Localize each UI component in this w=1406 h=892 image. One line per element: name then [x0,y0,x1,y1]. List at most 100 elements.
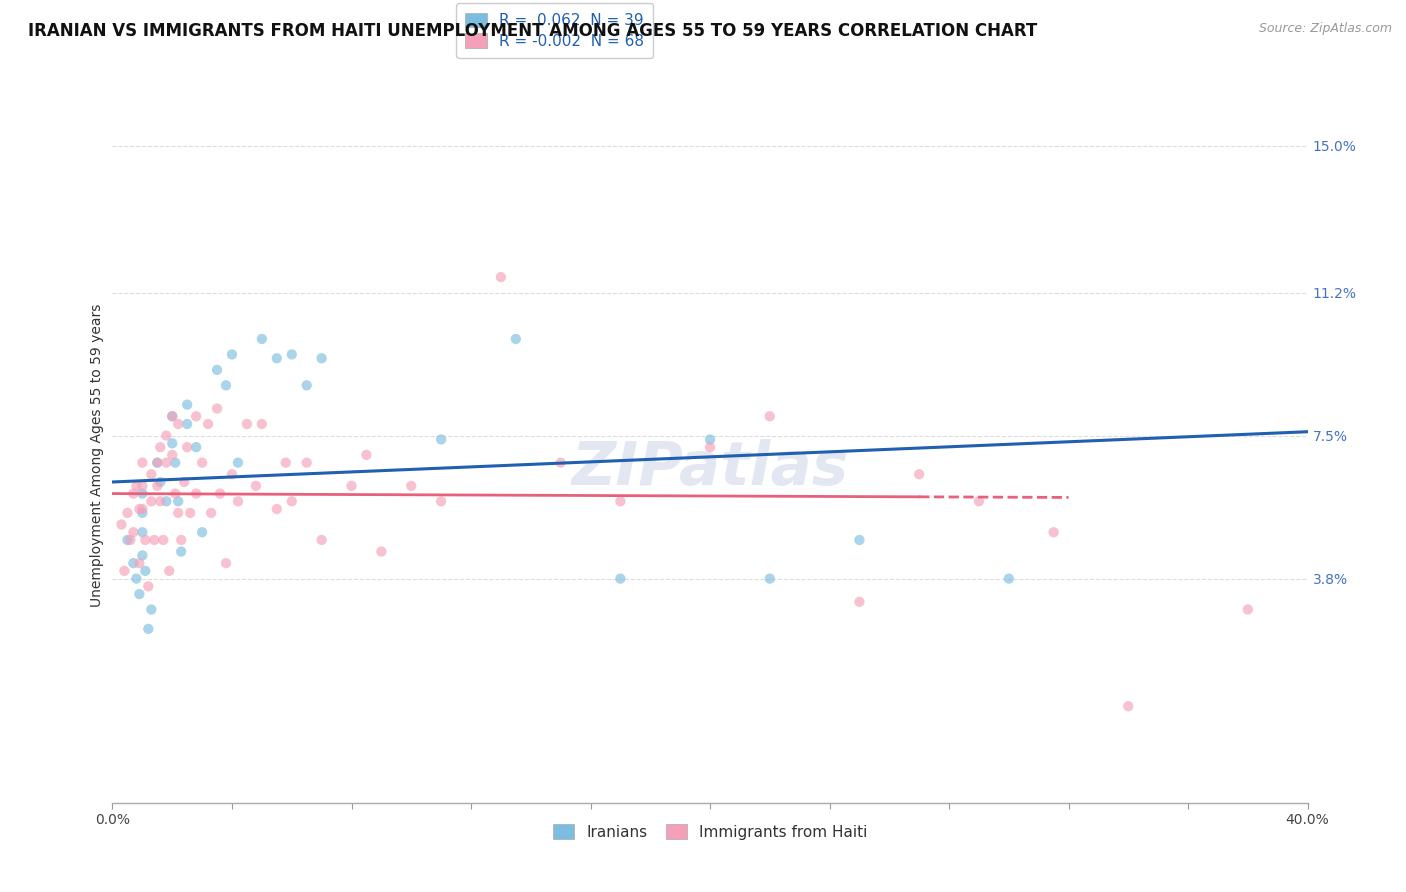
Point [155,456,177,470]
Point [165,456,187,470]
Point [281,494,304,508]
Point [759,572,782,586]
Point [149,440,172,454]
Point [370,544,392,558]
Point [122,486,145,500]
Point [122,525,145,540]
Point [125,572,148,586]
Point [191,525,214,540]
Point [141,467,163,482]
Point [295,456,318,470]
Point [141,494,163,508]
Point [430,494,453,508]
Point [274,456,297,470]
Point [155,428,177,442]
Text: IRANIAN VS IMMIGRANTS FROM HAITI UNEMPLOYMENT AMONG AGES 55 TO 59 YEARS CORRELAT: IRANIAN VS IMMIGRANTS FROM HAITI UNEMPLO… [28,22,1038,40]
Point [131,506,153,520]
Point [176,398,198,412]
Point [125,479,148,493]
Point [430,433,453,447]
Y-axis label: Unemployment Among Ages 55 to 59 years: Unemployment Among Ages 55 to 59 years [90,303,104,607]
Point [170,533,193,547]
Point [699,433,721,447]
Point [149,475,172,489]
Point [162,409,183,424]
Point [609,572,631,586]
Point [759,409,782,424]
Point [505,332,527,346]
Point [120,533,142,547]
Point [245,479,267,493]
Legend: Iranians, Immigrants from Haiti: Iranians, Immigrants from Haiti [546,816,875,847]
Point [209,486,232,500]
Point [205,401,228,416]
Point [311,351,333,366]
Point [146,456,169,470]
Point [149,494,172,508]
Point [609,494,631,508]
Point [170,544,193,558]
Point [162,409,183,424]
Point [998,572,1021,586]
Point [131,549,153,563]
Point [250,417,273,431]
Point [155,494,177,508]
Point [1042,525,1064,540]
Point [138,579,160,593]
Point [221,467,243,482]
Point [699,440,721,454]
Point [146,479,169,493]
Point [110,517,132,532]
Point [215,378,238,392]
Point [848,533,870,547]
Point [131,479,153,493]
Point [122,556,145,570]
Point [117,506,139,520]
Point [167,417,190,431]
Point [200,506,222,520]
Point [141,602,163,616]
Point [146,456,169,470]
Point [157,564,180,578]
Point [1118,699,1140,714]
Point [131,525,153,540]
Point [152,533,174,547]
Point [117,533,139,547]
Point [967,494,990,508]
Text: ZIPatlas: ZIPatlas [571,440,849,499]
Point [179,506,201,520]
Point [356,448,378,462]
Point [215,556,238,570]
Point [131,486,153,500]
Point [131,456,153,470]
Point [165,486,187,500]
Point [221,347,243,361]
Point [295,378,318,392]
Point [848,595,870,609]
Point [236,417,259,431]
Point [186,486,208,500]
Point [266,351,288,366]
Point [191,456,214,470]
Point [205,363,228,377]
Point [250,332,273,346]
Point [176,417,198,431]
Point [226,456,249,470]
Point [1237,602,1260,616]
Point [131,502,153,516]
Point [197,417,219,431]
Point [176,440,198,454]
Point [162,436,183,450]
Text: Source: ZipAtlas.com: Source: ZipAtlas.com [1258,22,1392,36]
Point [489,270,512,285]
Point [281,347,304,361]
Point [134,533,156,547]
Point [134,564,156,578]
Point [143,533,166,547]
Point [186,440,208,454]
Point [162,448,183,462]
Point [128,587,150,601]
Point [908,467,931,482]
Point [173,475,195,489]
Point [128,556,150,570]
